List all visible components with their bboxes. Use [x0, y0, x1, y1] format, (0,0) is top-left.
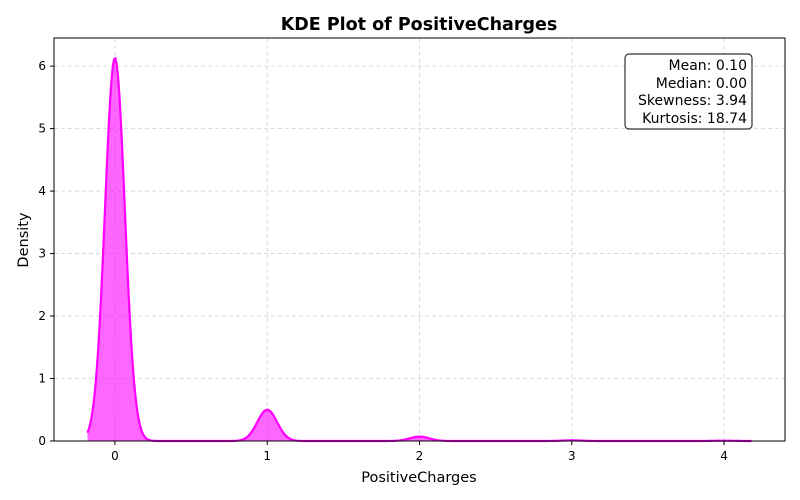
stats-median: Median: 0.00: [656, 76, 747, 92]
y-tick-label: 0: [38, 434, 46, 448]
grid-lines: [54, 38, 785, 442]
y-tick-label: 3: [38, 247, 46, 261]
stats-kurtosis: Kurtosis: 18.74: [642, 111, 747, 127]
y-tick-label: 1: [38, 372, 46, 386]
y-tick-label: 4: [38, 184, 46, 198]
y-axis-ticks: 0 1 2 3 4 5 6: [38, 59, 54, 448]
x-axis-label: PositiveCharges: [361, 470, 476, 486]
x-tick-label: 2: [416, 449, 424, 463]
stats-mean: Mean: 0.10: [669, 58, 747, 74]
y-axis-label: Density: [16, 212, 32, 268]
x-tick-label: 4: [720, 449, 728, 463]
x-tick-label: 1: [263, 449, 271, 463]
x-tick-label: 0: [111, 449, 119, 463]
x-tick-label: 3: [568, 449, 576, 463]
chart-title: KDE Plot of PositiveCharges: [281, 15, 558, 35]
y-tick-label: 5: [38, 122, 46, 136]
y-tick-label: 2: [38, 309, 46, 323]
y-tick-label: 6: [38, 59, 46, 73]
stats-box: Mean: 0.10 Median: 0.00 Skewness: 3.94 K…: [624, 53, 753, 130]
stats-box-frame: [624, 53, 753, 130]
stats-skewness: Skewness: 3.94: [638, 93, 747, 109]
x-axis-ticks: 0 1 2 3 4: [111, 441, 728, 463]
